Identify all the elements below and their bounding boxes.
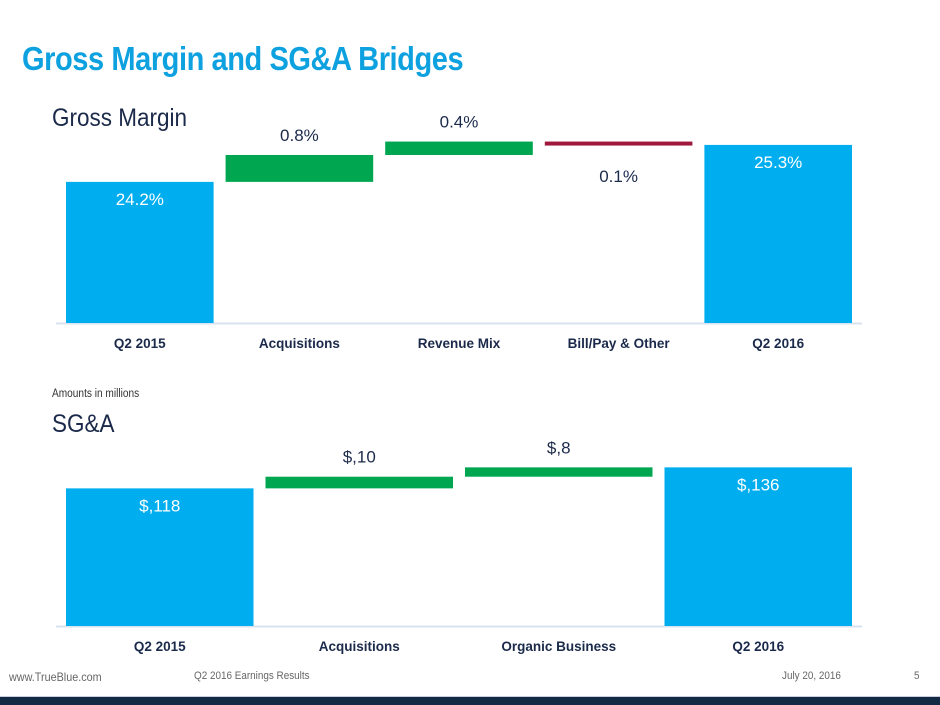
amounts-note: Amounts in millions — [52, 388, 140, 400]
footer-date: July 20, 2016 — [782, 670, 841, 682]
data-label-q2-2015: $,118 — [139, 496, 180, 515]
data-label-q2-2015: 24.2% — [116, 190, 164, 209]
gross-margin-chart: 24.2% Q2 2015 0.8% Acquisitions 0.4% Revenue … — [56, 113, 862, 351]
data-label-bill-pay-other: 0.1% — [599, 167, 638, 186]
sgna-chart: $,118 Q2 2015 $,10 Acquisitions $,8 Organic B… — [56, 438, 862, 654]
footer-report-name: Q2 2016 Earnings Results — [194, 670, 310, 682]
page-number: 5 — [914, 670, 920, 682]
footer-website[interactable]: www.TrueBlue.com — [9, 670, 102, 684]
gross-margin-chart-title: Gross Margin — [52, 104, 188, 132]
tick-label-bill-pay-other: Bill/Pay & Other — [568, 336, 671, 351]
data-label-organic-business: $,8 — [547, 438, 571, 457]
bar-bill-pay-other — [544, 141, 693, 146]
tick-label-q2-2015: Q2 2015 — [114, 336, 166, 351]
bar-q2-2016 — [704, 144, 852, 323]
data-label-acquisitions: $,10 — [343, 448, 376, 467]
bar-acquisitions — [225, 155, 374, 182]
tick-label-revenue-mix: Revenue Mix — [418, 336, 501, 351]
tick-label-q2-2015: Q2 2015 — [134, 639, 186, 654]
bar-q2-2016 — [664, 467, 852, 626]
footer-bar — [0, 697, 940, 705]
tick-label-acquisitions: Acquisitions — [259, 336, 340, 351]
tick-label-acquisitions: Acquisitions — [319, 639, 400, 654]
footer-divider — [0, 696, 940, 697]
data-label-q2-2016: $,136 — [737, 475, 780, 494]
data-label-revenue-mix: 0.4% — [440, 113, 479, 132]
bar-q2-2015 — [66, 181, 214, 323]
bar-q2-2015 — [66, 488, 254, 626]
data-label-q2-2016: 25.3% — [754, 153, 802, 172]
tick-label-q2-2016: Q2 2016 — [732, 639, 784, 654]
bar-organic-business — [465, 467, 653, 477]
bar-acquisitions — [265, 476, 453, 489]
sgna-chart-title: SG&A — [52, 410, 115, 438]
tick-label-q2-2016: Q2 2016 — [752, 336, 804, 351]
bar-revenue-mix — [385, 141, 533, 155]
data-label-acquisitions: 0.8% — [280, 126, 319, 145]
tick-label-organic-business: Organic Business — [501, 639, 616, 654]
page-title: Gross Margin and SG&A Bridges — [22, 40, 464, 77]
